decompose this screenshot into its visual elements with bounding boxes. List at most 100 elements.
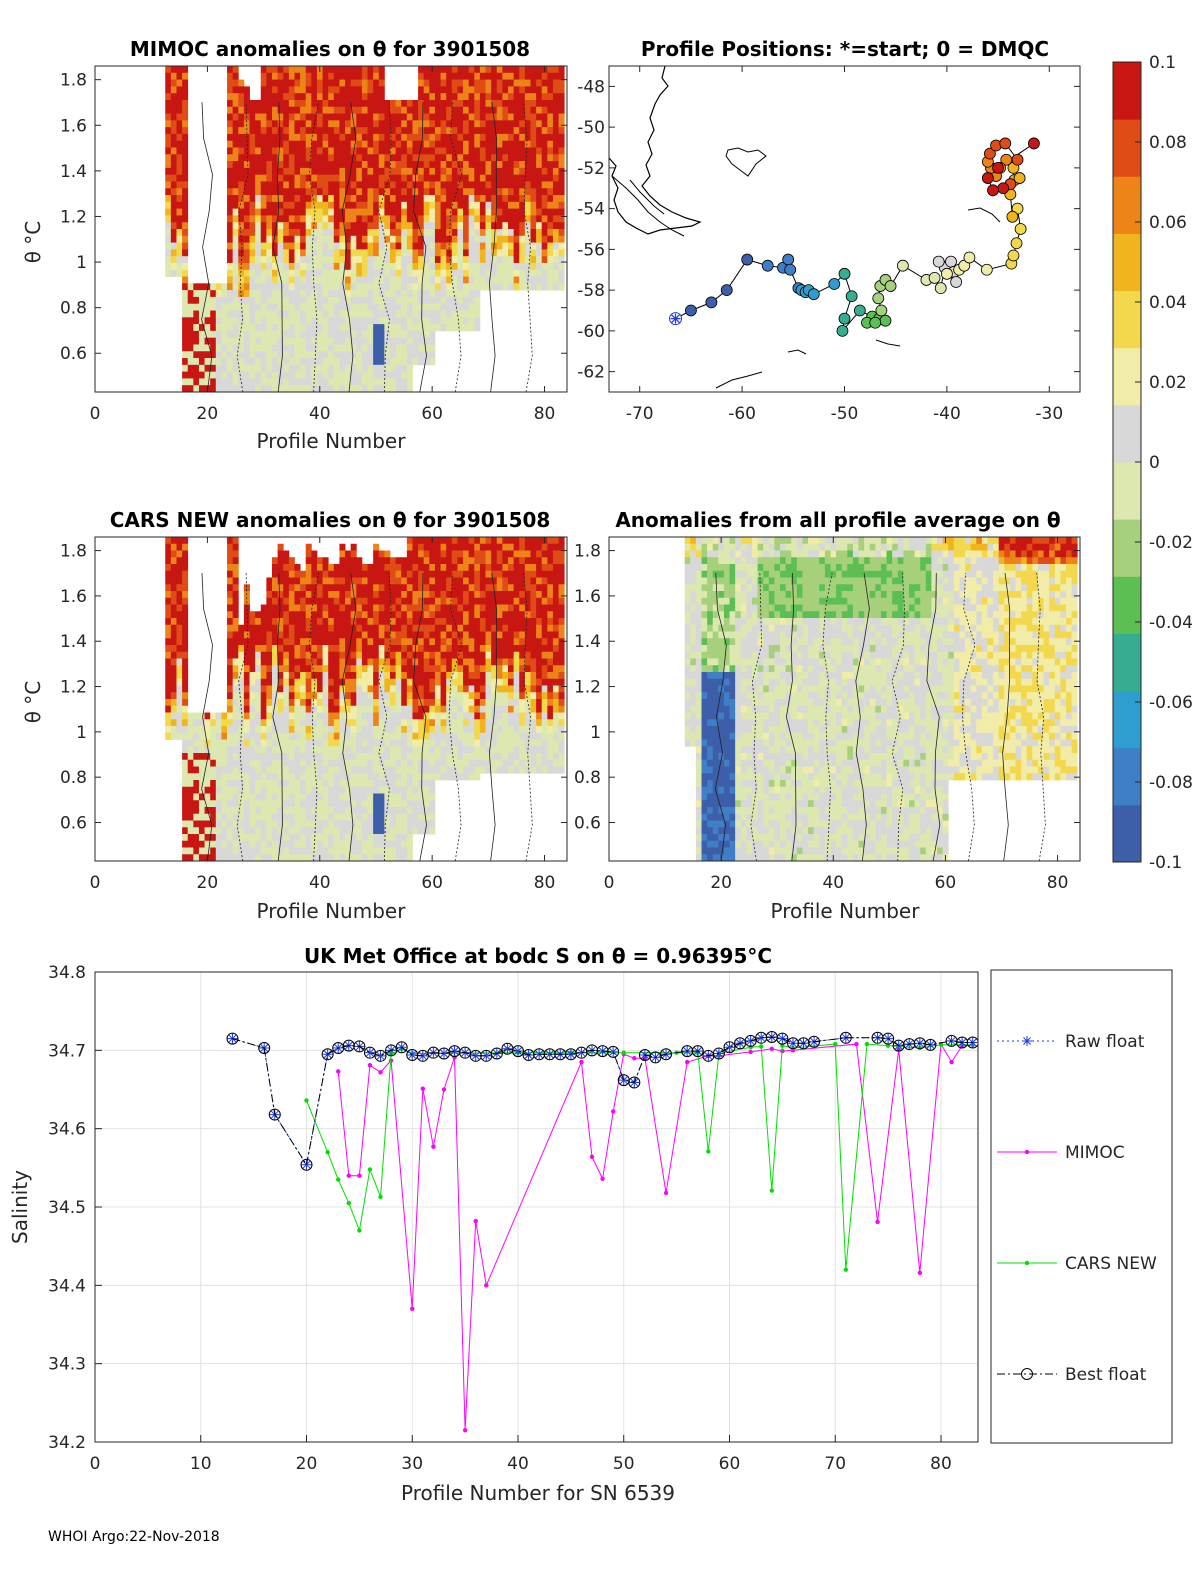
heatmap-cell xyxy=(311,181,318,189)
heatmap-cell xyxy=(451,201,458,210)
heatmap-cell xyxy=(311,208,318,216)
heatmap-cell xyxy=(418,290,425,298)
track-point xyxy=(963,251,976,264)
heatmap-cell xyxy=(328,658,335,666)
heatmap-cell xyxy=(418,201,425,210)
heatmap-cell xyxy=(288,174,295,182)
heatmap-cell xyxy=(406,364,413,373)
heatmap-cell xyxy=(232,739,239,747)
heatmap-cell xyxy=(339,665,346,673)
heatmap-cell xyxy=(491,86,498,94)
heatmap-cell xyxy=(193,378,200,386)
heatmap-cell xyxy=(266,93,273,101)
heatmap-cell xyxy=(395,753,402,761)
heatmap-cell xyxy=(373,624,380,632)
heatmap-cell xyxy=(361,242,368,250)
heatmap-cell xyxy=(418,631,425,639)
heatmap-cell xyxy=(322,371,329,379)
heatmap-cell xyxy=(322,827,329,835)
heatmap-cell xyxy=(429,283,436,291)
heatmap-cell xyxy=(266,86,273,94)
heatmap-cell xyxy=(227,113,234,121)
heatmap-cell xyxy=(418,537,425,545)
heatmap-cell xyxy=(266,840,273,848)
heatmap-cell xyxy=(524,113,531,121)
heatmap-cell xyxy=(463,127,470,135)
heatmap-cell xyxy=(328,229,335,237)
heatmap-cell xyxy=(243,283,250,291)
heatmap-cell xyxy=(479,161,486,169)
heatmap-cell xyxy=(260,685,267,693)
heatmap-cell xyxy=(373,242,380,250)
heatmap-cell xyxy=(165,672,172,680)
heatmap-cell xyxy=(333,371,340,379)
heatmap-cell xyxy=(395,140,402,148)
heatmap-cell xyxy=(255,344,262,352)
heatmap-cell xyxy=(474,249,481,257)
heatmap-cell xyxy=(395,827,402,835)
heatmap-cell xyxy=(350,577,357,585)
heatmap-cell xyxy=(333,99,340,108)
heatmap-cell xyxy=(322,847,329,855)
heatmap-cell xyxy=(384,773,391,781)
heatmap-cell xyxy=(434,564,441,572)
heatmap-cell xyxy=(311,364,318,373)
heatmap-cell xyxy=(356,699,363,707)
heatmap-cell xyxy=(294,753,301,761)
heatmap-cell xyxy=(266,604,273,612)
heatmap-cell xyxy=(204,290,211,298)
heatmap-cell xyxy=(350,378,357,386)
heatmap-cell xyxy=(524,140,531,148)
heatmap-cell xyxy=(536,262,543,271)
heatmap-cell xyxy=(193,371,200,379)
heatmap-cell xyxy=(311,140,318,148)
heatmap-cell xyxy=(294,773,301,781)
heatmap-cell xyxy=(361,786,368,794)
heatmap-cell xyxy=(305,86,312,94)
heatmap-cell xyxy=(440,229,447,237)
heatmap-cell xyxy=(401,337,408,345)
heatmap-cell xyxy=(552,215,559,223)
heatmap-cell xyxy=(401,106,408,114)
heatmap-cell xyxy=(378,364,385,373)
heatmap-cell xyxy=(373,371,380,379)
heatmap-cell xyxy=(311,201,318,210)
heatmap-cell xyxy=(176,269,183,277)
heatmap-cell xyxy=(288,597,295,605)
heatmap-cell xyxy=(356,732,363,740)
colorbar-block xyxy=(1113,290,1141,349)
heatmap-cell xyxy=(322,672,329,680)
heatmap-cell xyxy=(316,235,323,243)
heatmap-cell xyxy=(384,99,391,108)
heatmap-cell xyxy=(294,195,301,203)
heatmap-cell xyxy=(384,651,391,659)
heatmap-cell xyxy=(300,106,307,114)
heatmap-cell xyxy=(463,113,470,121)
heatmap-cell xyxy=(328,766,335,774)
heatmap-cell xyxy=(496,127,503,135)
heatmap-cell xyxy=(429,773,436,781)
heatmap-cell xyxy=(530,79,537,87)
heatmap-cell xyxy=(260,800,267,808)
heatmap-cell xyxy=(373,201,380,210)
heatmap-cell xyxy=(401,235,408,243)
heatmap-cell xyxy=(311,385,318,392)
heatmap-cell xyxy=(429,712,436,720)
heatmap-cell xyxy=(418,597,425,605)
heatmap-cell xyxy=(429,638,436,646)
heatmap-cell xyxy=(361,310,368,318)
heatmap-cell xyxy=(496,195,503,203)
heatmap-cell xyxy=(367,167,374,176)
heatmap-cell xyxy=(434,167,441,176)
heatmap-cell xyxy=(519,249,526,257)
heatmap-cell xyxy=(350,167,357,176)
heatmap-cell xyxy=(333,344,340,352)
heatmap-cell xyxy=(558,120,565,128)
heatmap-cell xyxy=(384,174,391,182)
heatmap-cell xyxy=(328,631,335,639)
colorbar-tick-label: 0.08 xyxy=(1149,133,1187,153)
heatmap-cell xyxy=(328,147,335,155)
heatmap-cell xyxy=(187,807,194,815)
heatmap-cell xyxy=(288,726,295,734)
heatmap-cell xyxy=(406,242,413,250)
